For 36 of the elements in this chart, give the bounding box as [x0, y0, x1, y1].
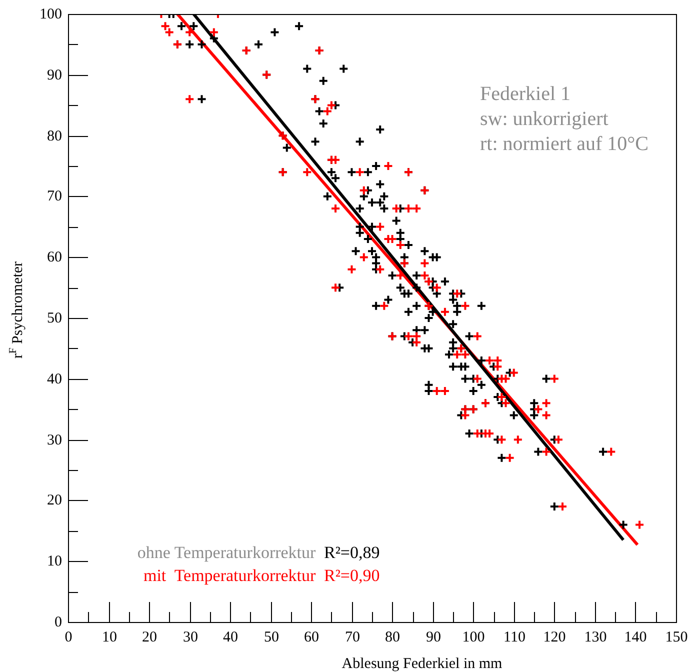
- annotation: mit Temperaturkorrektur: [143, 566, 316, 585]
- x-axis-title: Ablesung Federkiel in mm: [342, 656, 503, 672]
- x-tick-label: 50: [264, 629, 279, 646]
- x-tick-label: 80: [385, 629, 400, 646]
- y-tick-label: 100: [40, 6, 62, 22]
- y-tick-label: 0: [54, 614, 62, 630]
- annotation: R²=0,89: [324, 543, 380, 562]
- x-tick-label: 30: [183, 629, 198, 646]
- y-tick-label: 40: [47, 371, 62, 388]
- x-tick-label: 20: [142, 629, 157, 646]
- x-tick-label: 140: [624, 629, 647, 646]
- y-tick-label: 30: [47, 432, 62, 448]
- y-tick-label: 20: [47, 492, 62, 508]
- annotation: R²=0,90: [324, 566, 380, 585]
- y-tick-label: 80: [47, 128, 62, 144]
- annotation: Federkiel 1: [480, 83, 571, 105]
- x-tick-label: 90: [426, 629, 441, 646]
- y-axis-title: rF Psychrometer: [8, 261, 26, 359]
- x-tick-label: 110: [504, 629, 526, 646]
- x-tick-label: 70: [345, 629, 360, 646]
- y-tick-label: 10: [47, 553, 62, 570]
- annotation: sw: unkorrigiert: [480, 108, 609, 130]
- x-tick-label: 100: [462, 629, 485, 646]
- y-tick-label: 50: [47, 310, 62, 326]
- x-tick-label: 120: [543, 629, 566, 646]
- annotation: rt: normiert auf 10°C: [480, 133, 649, 155]
- x-tick-label: 150: [665, 629, 688, 646]
- annotation: ohne Temperaturkorrektur: [137, 543, 316, 562]
- y-tick-label: 60: [47, 249, 62, 266]
- x-tick-label: 40: [223, 629, 238, 646]
- y-tick-label: 70: [47, 188, 62, 204]
- x-tick-label: 10: [102, 629, 117, 646]
- x-tick-label: 130: [584, 629, 607, 646]
- x-tick-label: 0: [64, 629, 72, 646]
- x-tick-label: 60: [304, 629, 319, 646]
- y-tick-label: 90: [47, 67, 62, 84]
